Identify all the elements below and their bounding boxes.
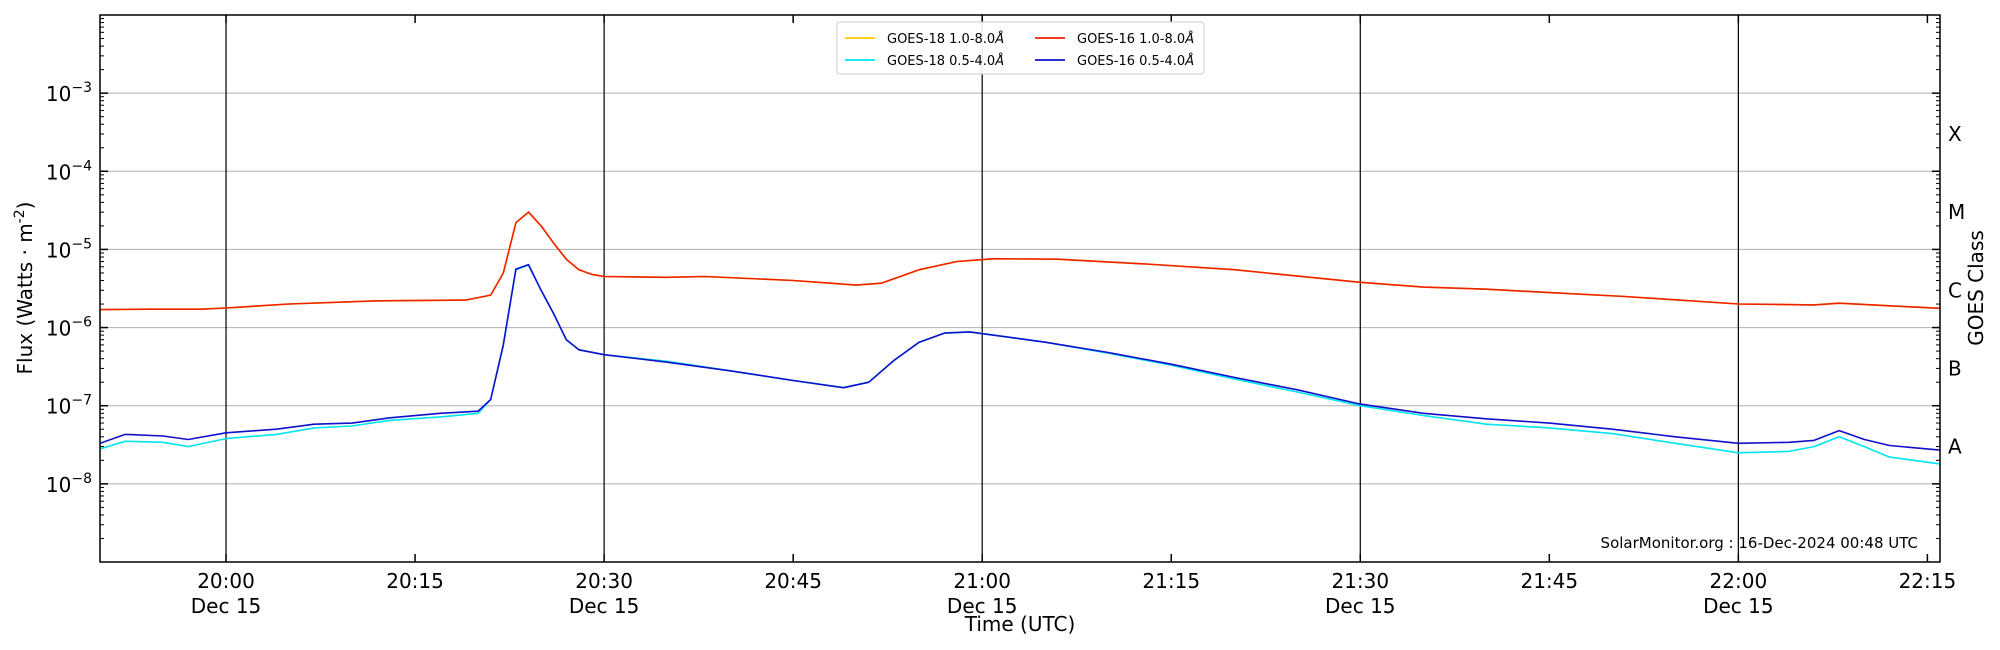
grid-lines (100, 92, 1940, 485)
goes-class-label: X (1948, 122, 1962, 146)
x-tick-time: 21:45 (1520, 569, 1578, 593)
goes-class-label: M (1948, 200, 1965, 224)
x-tick-date: Dec 15 (1703, 594, 1774, 618)
x-tick-time: 21:00 (953, 569, 1011, 593)
series-line-goes-16-1-0-8-0 (100, 211, 1940, 311)
y-tick-label: 10−5 (46, 236, 92, 262)
goes-class-label: B (1948, 356, 1962, 380)
x-tick-time: 20:45 (764, 569, 822, 593)
y-tick-label: 10−8 (46, 471, 92, 497)
y-tick-label: 10−7 (46, 393, 92, 419)
legend-label: GOES-18 0.5-4.0Å (887, 53, 1004, 69)
x-tick-time: 20:30 (575, 569, 633, 593)
x-tick-time: 20:15 (386, 569, 444, 593)
x-tick-time: 21:15 (1142, 569, 1200, 593)
series-line-goes-18-0-5-4-0 (100, 264, 1940, 465)
x-tick-time: 20:00 (197, 569, 255, 593)
right-axis-title: GOES Class (1964, 230, 1988, 346)
x-tick-date: Dec 15 (191, 594, 262, 618)
x-tick-time: 22:15 (1899, 569, 1957, 593)
x-tick-time: 22:00 (1710, 569, 1768, 593)
series-line-goes-16-0-5-4-0 (100, 263, 1940, 451)
legend-label: GOES-16 1.0-8.0Å (1077, 31, 1194, 47)
y-axis-label: Flux (Watts · m-2) (12, 202, 37, 375)
x-tick-date: Dec 15 (569, 594, 640, 618)
plot-frame (99, 14, 1941, 563)
goes-class-label: A (1948, 435, 1962, 459)
legend-label: GOES-16 0.5-4.0Å (1077, 53, 1194, 69)
legend-box (836, 21, 1205, 75)
x-tick-date: Dec 15 (1325, 594, 1396, 618)
x-tick-time: 21:30 (1331, 569, 1389, 593)
y-tick-label: 10−3 (46, 80, 92, 106)
y-axis-title: Flux (Watts · m-2) (12, 202, 37, 375)
legend-label: GOES-18 1.0-8.0Å (887, 31, 1004, 47)
series-line-goes-18-1-0-8-0 (100, 211, 1940, 311)
x-tick-date: Dec 15 (947, 594, 1018, 618)
goes-class-label: C (1948, 278, 1962, 302)
y-tick-label: 10−6 (46, 315, 92, 341)
day-markers (225, 15, 1739, 562)
y-tick-label: 10−4 (46, 158, 92, 184)
x-axis-title: Time (UTC) (964, 612, 1076, 636)
credit-text: SolarMonitor.org : 16-Dec-2024 00:48 UTC (1601, 534, 1918, 552)
flux-series (100, 211, 1940, 465)
legend: GOES-18 1.0-8.0Å GOES-18 0.5-4.0Å GOES-16 … (836, 21, 1205, 75)
